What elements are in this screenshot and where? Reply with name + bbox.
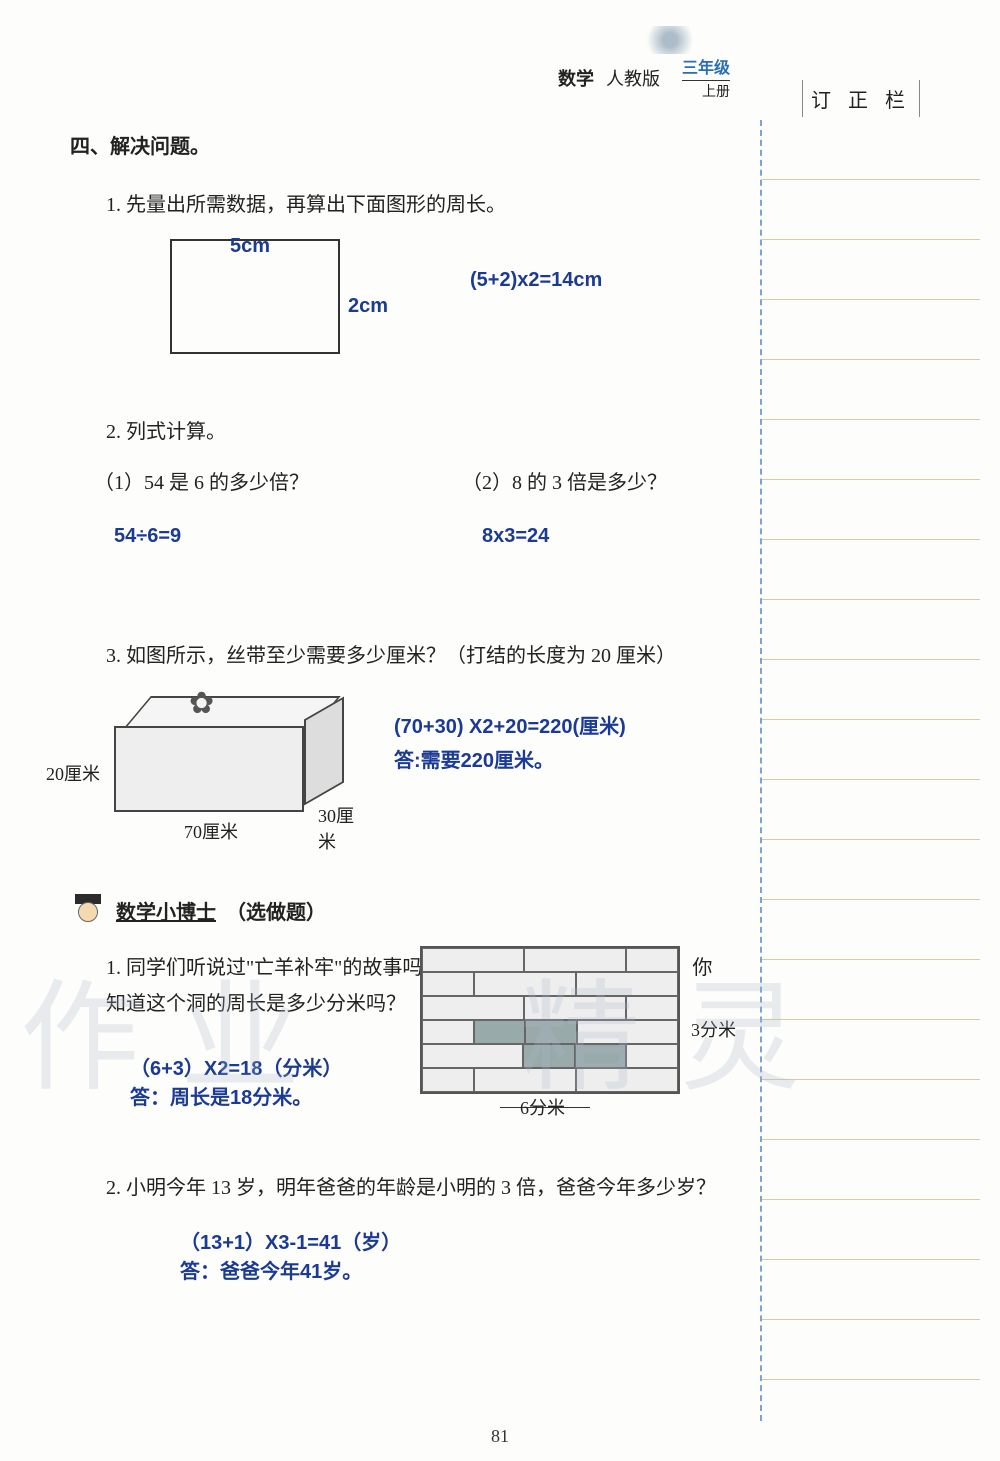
q2-grid: （1）54 是 6 的多少倍？ 54÷6=9 （2）8 的 3 倍是多少？ 8x… [94, 466, 730, 548]
doctor-title: 数学小博士 [116, 896, 216, 925]
correction-column [760, 120, 980, 1421]
correction-column-label: 订 正 栏 [802, 80, 920, 117]
box-front-face [114, 726, 304, 812]
subject-label: 数学 [558, 65, 594, 91]
doctor-q2-text: 2. 小明今年 13 岁，明年爸爸的年龄是小明的 3 倍，爸爸今年多少岁？ [106, 1170, 730, 1206]
q2-sub1: （1）54 是 6 的多少倍？ 54÷6=9 [94, 466, 362, 548]
doctor-q2-answer-line2: 答：爸爸今年41岁。 [180, 1255, 730, 1284]
q1-height-label: 2cm [348, 295, 388, 318]
q3-text: 3. 如图所示，丝带至少需要多少厘米？（打结的长度为 20 厘米） [106, 638, 730, 674]
q3-height-label: 20厘米 [46, 760, 100, 786]
doctor-q2-answer: （13+1）X3-1=41（岁） 答：爸爸今年41岁。 [180, 1226, 730, 1284]
page-number: 81 [491, 1426, 509, 1447]
q1-text: 1. 先量出所需数据，再算出下面图形的周长。 [106, 187, 730, 223]
q1-answer: (5+2)x2=14cm [470, 269, 602, 292]
q1-width-label: 5cm [230, 235, 270, 258]
grade-badge: 三年级 上册 [672, 50, 740, 105]
q1-diagram: 5cm 2cm (5+2)x2=14cm [170, 239, 730, 354]
q3-depth-label: 30厘米 [318, 802, 354, 854]
grade-bottom: 上册 [682, 81, 730, 101]
page: 数学 人教版 三年级 上册 订 正 栏 四、解决问题。 1. 先量出所需数据，再… [0, 0, 1000, 1461]
section-4-title: 四、解决问题。 [70, 130, 730, 159]
q2-sub2-label: （2）8 的 3 倍是多少？ [462, 466, 730, 495]
q2-sub1-label: （1）54 是 6 的多少倍？ [94, 466, 362, 495]
brick-grid [420, 946, 680, 1094]
main-content: 四、解决问题。 1. 先量出所需数据，再算出下面图形的周长。 5cm 2cm (… [70, 130, 730, 1284]
doctor-q2-answer-line1: （13+1）X3-1=41（岁） [180, 1226, 730, 1255]
brick-width-label: 6分米 [520, 1094, 565, 1120]
q3-answer-line2: 答:需要220厘米。 [394, 744, 626, 778]
q2-sub2: （2）8 的 3 倍是多少？ 8x3=24 [462, 466, 730, 548]
brick-wall-diagram: 3分米 6分米 [420, 946, 680, 1094]
math-doctor-heading: 数学小博士 （选做题） [70, 890, 730, 930]
gift-box-diagram: ✿ 20厘米 70厘米 30厘米 [94, 690, 354, 830]
doctor-icon [70, 890, 106, 930]
page-header: 数学 人教版 三年级 上册 [558, 50, 740, 105]
q3-diagram-wrap: ✿ 20厘米 70厘米 30厘米 (70+30) X2+20=220(厘米) 答… [94, 690, 730, 830]
grade-top: 三年级 [682, 54, 730, 81]
q3-width-label: 70厘米 [184, 818, 238, 844]
brick-height-label: 3分米 [691, 1016, 736, 1042]
q2-sub2-answer: 8x3=24 [482, 525, 730, 548]
q2-text: 2. 列式计算。 [106, 414, 730, 450]
ribbon-bow-icon: ✿ [189, 686, 214, 721]
q2-sub1-answer: 54÷6=9 [114, 525, 362, 548]
edition-label: 人教版 [606, 65, 660, 91]
doctor-optional: （选做题） [226, 896, 326, 925]
q3-answer-line1: (70+30) X2+20=220(厘米) [394, 710, 626, 744]
q3-answer: (70+30) X2+20=220(厘米) 答:需要220厘米。 [394, 710, 626, 778]
